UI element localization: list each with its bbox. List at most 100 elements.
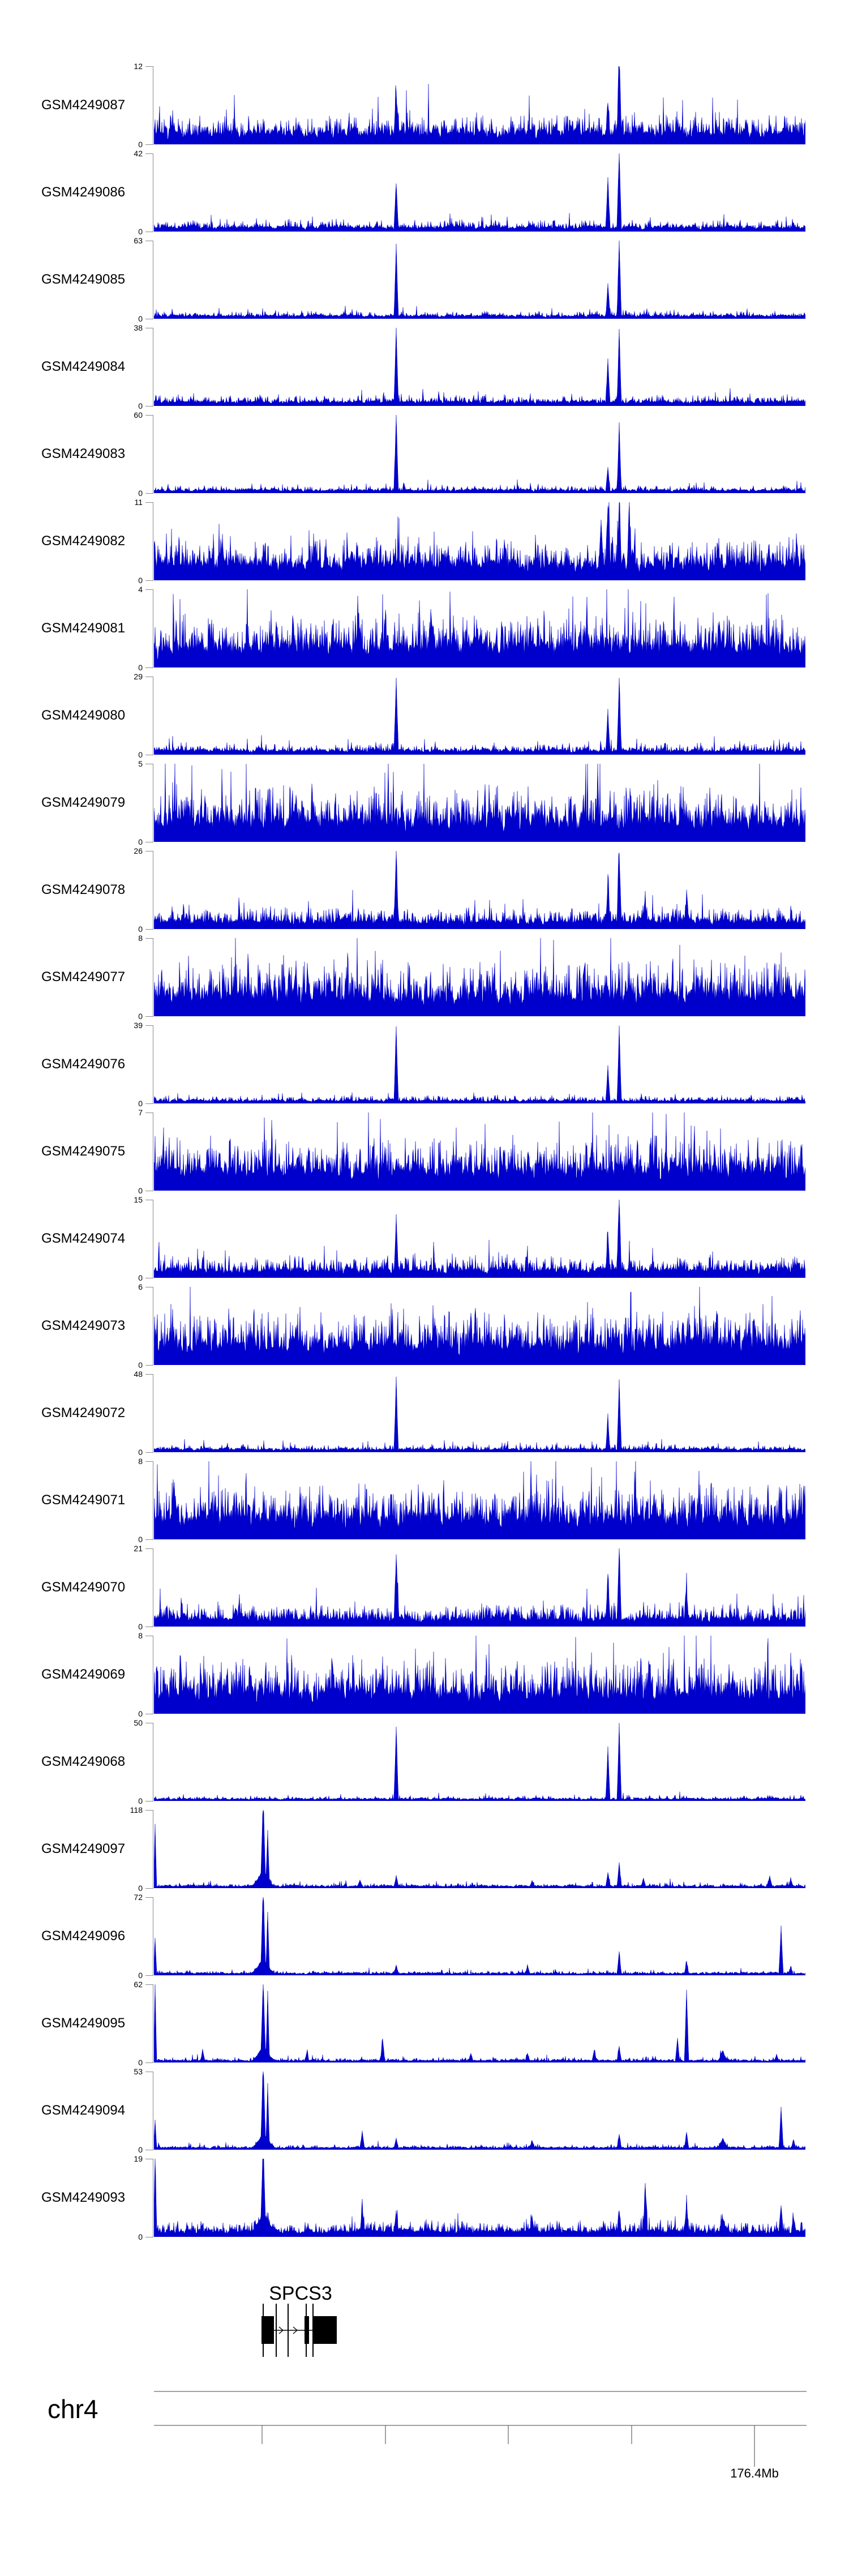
y-axis-zero-tick-label: 0 xyxy=(138,2058,143,2067)
y-axis-zero-tick-label: 0 xyxy=(138,1884,143,1893)
y-axis-top-tick xyxy=(145,415,153,416)
y-axis-max-tick-label: 19 xyxy=(134,2154,143,2163)
y-axis-zero-tick-label: 0 xyxy=(138,401,143,410)
chromosome-label: chr4 xyxy=(48,2394,98,2424)
coverage-signal-plot xyxy=(154,2159,805,2237)
y-axis-zero-tick-label: 0 xyxy=(138,1709,143,1718)
y-axis-zero-tick-label: 0 xyxy=(138,1012,143,1021)
coverage-signal-plot xyxy=(154,153,805,232)
y-axis-max-tick-label: 7 xyxy=(138,1108,143,1117)
y-axis-zero-tick xyxy=(145,1016,153,1017)
y-axis-top-tick xyxy=(145,1374,153,1375)
y-axis-zero-tick-label: 0 xyxy=(138,489,143,498)
y-axis-top-tick xyxy=(145,1810,153,1811)
y-axis-top-tick xyxy=(145,1984,153,1985)
y-axis-top-tick xyxy=(145,1025,153,1026)
y-axis-top-tick xyxy=(145,1461,153,1462)
y-axis-zero-tick xyxy=(145,1452,153,1453)
y-axis-top-tick xyxy=(145,153,153,154)
coverage-signal-plot xyxy=(154,328,805,406)
y-axis-zero-tick xyxy=(145,1539,153,1540)
coverage-signal-plot xyxy=(154,1287,805,1365)
track-sample-label: GSM4249096 xyxy=(41,1928,126,1944)
coverage-signal-plot xyxy=(154,241,805,319)
coverage-signal-plot xyxy=(154,415,805,493)
y-axis-zero-tick-label: 0 xyxy=(138,1796,143,1805)
y-axis-zero-tick xyxy=(145,1975,153,1976)
coverage-signal-plot xyxy=(154,1200,805,1278)
coverage-signal-plot xyxy=(154,1897,805,1975)
track-sample-label: GSM4249077 xyxy=(41,969,126,985)
y-axis-zero-tick xyxy=(145,1365,153,1366)
y-axis-zero-tick xyxy=(145,580,153,581)
track-sample-label: GSM4249071 xyxy=(41,1492,126,1508)
coverage-signal-plot xyxy=(154,502,805,580)
track-sample-label: GSM4249072 xyxy=(41,1405,126,1420)
track-sample-label: GSM4249086 xyxy=(41,185,126,200)
track-sample-label: GSM4249079 xyxy=(41,795,126,810)
track-sample-label: GSM4249078 xyxy=(41,882,126,897)
track-sample-label: GSM4249087 xyxy=(41,97,126,113)
y-axis-zero-tick-label: 0 xyxy=(138,925,143,934)
y-axis-max-tick-label: 29 xyxy=(134,672,143,681)
y-axis-max-tick-label: 60 xyxy=(134,410,143,420)
y-axis-zero-tick-label: 0 xyxy=(138,1448,143,1457)
y-axis-zero-tick xyxy=(145,493,153,494)
y-axis-zero-tick xyxy=(145,1801,153,1802)
y-axis-max-tick-label: 8 xyxy=(138,934,143,943)
y-axis-zero-tick xyxy=(145,2062,153,2063)
y-axis-top-tick xyxy=(145,1897,153,1898)
y-axis-zero-tick-label: 0 xyxy=(138,1971,143,1980)
track-sample-label: GSM4249068 xyxy=(41,1754,126,1769)
coverage-signal-plot xyxy=(154,1025,805,1103)
track-sample-label: GSM4249095 xyxy=(41,2016,126,2031)
track-sample-label: GSM4249074 xyxy=(41,1231,126,1246)
coverage-signal-plot xyxy=(154,1810,805,1888)
y-axis-max-tick-label: 11 xyxy=(134,498,143,507)
coverage-signal-plot xyxy=(154,589,805,667)
y-axis-max-tick-label: 12 xyxy=(134,62,143,71)
coverage-signal-plot xyxy=(154,851,805,929)
y-axis-top-tick xyxy=(145,938,153,939)
track-sample-label: GSM4249085 xyxy=(41,272,126,287)
y-axis-zero-tick-label: 0 xyxy=(138,1186,143,1195)
track-sample-label: GSM4249084 xyxy=(41,359,126,374)
y-axis-zero-tick-label: 0 xyxy=(138,576,143,585)
coverage-signal-plot xyxy=(154,678,805,755)
y-axis-zero-tick xyxy=(145,667,153,668)
y-axis-top-tick xyxy=(145,502,153,503)
coverage-signal-plot xyxy=(154,1636,805,1714)
track-sample-label: GSM4249081 xyxy=(41,621,126,636)
y-axis-zero-tick-label: 0 xyxy=(138,2145,143,2154)
y-axis-max-tick-label: 50 xyxy=(134,1718,143,1727)
y-axis-max-tick-label: 8 xyxy=(138,1631,143,1640)
y-axis-max-tick-label: 38 xyxy=(134,323,143,332)
y-axis-zero-tick-label: 0 xyxy=(138,140,143,149)
track-sample-label: GSM4249094 xyxy=(41,2103,126,2118)
axis-ruler xyxy=(154,2391,807,2467)
y-axis-max-tick-label: 21 xyxy=(134,1544,143,1553)
y-axis-zero-tick-label: 0 xyxy=(138,663,143,672)
y-axis-max-tick-label: 53 xyxy=(134,2067,143,2076)
track-sample-label: GSM4249070 xyxy=(41,1580,126,1595)
y-axis-max-tick-label: 39 xyxy=(134,1021,143,1030)
y-axis-zero-tick xyxy=(145,144,153,145)
y-axis-max-tick-label: 42 xyxy=(134,149,143,158)
coverage-signal-plot xyxy=(154,1548,805,1627)
y-axis-zero-tick-label: 0 xyxy=(138,837,143,846)
track-sample-label: GSM4249076 xyxy=(41,1056,126,1072)
y-axis-zero-tick-label: 0 xyxy=(138,1099,143,1108)
coverage-signal-plot xyxy=(154,1376,805,1452)
coverage-signal-plot xyxy=(154,1984,805,2062)
coverage-signal-plot xyxy=(154,66,805,144)
y-axis-max-tick-label: 48 xyxy=(134,1370,143,1379)
y-axis-max-tick-label: 15 xyxy=(134,1195,143,1204)
y-axis-max-tick-label: 62 xyxy=(134,1980,143,1989)
y-axis-top-tick xyxy=(145,589,153,590)
gene-name-label: SPCS3 xyxy=(269,2283,332,2304)
track-sample-label: GSM4249080 xyxy=(41,708,126,723)
y-axis-max-tick-label: 63 xyxy=(134,236,143,245)
coverage-signal-plot xyxy=(154,2072,805,2150)
y-axis-max-tick-label: 4 xyxy=(138,585,143,594)
